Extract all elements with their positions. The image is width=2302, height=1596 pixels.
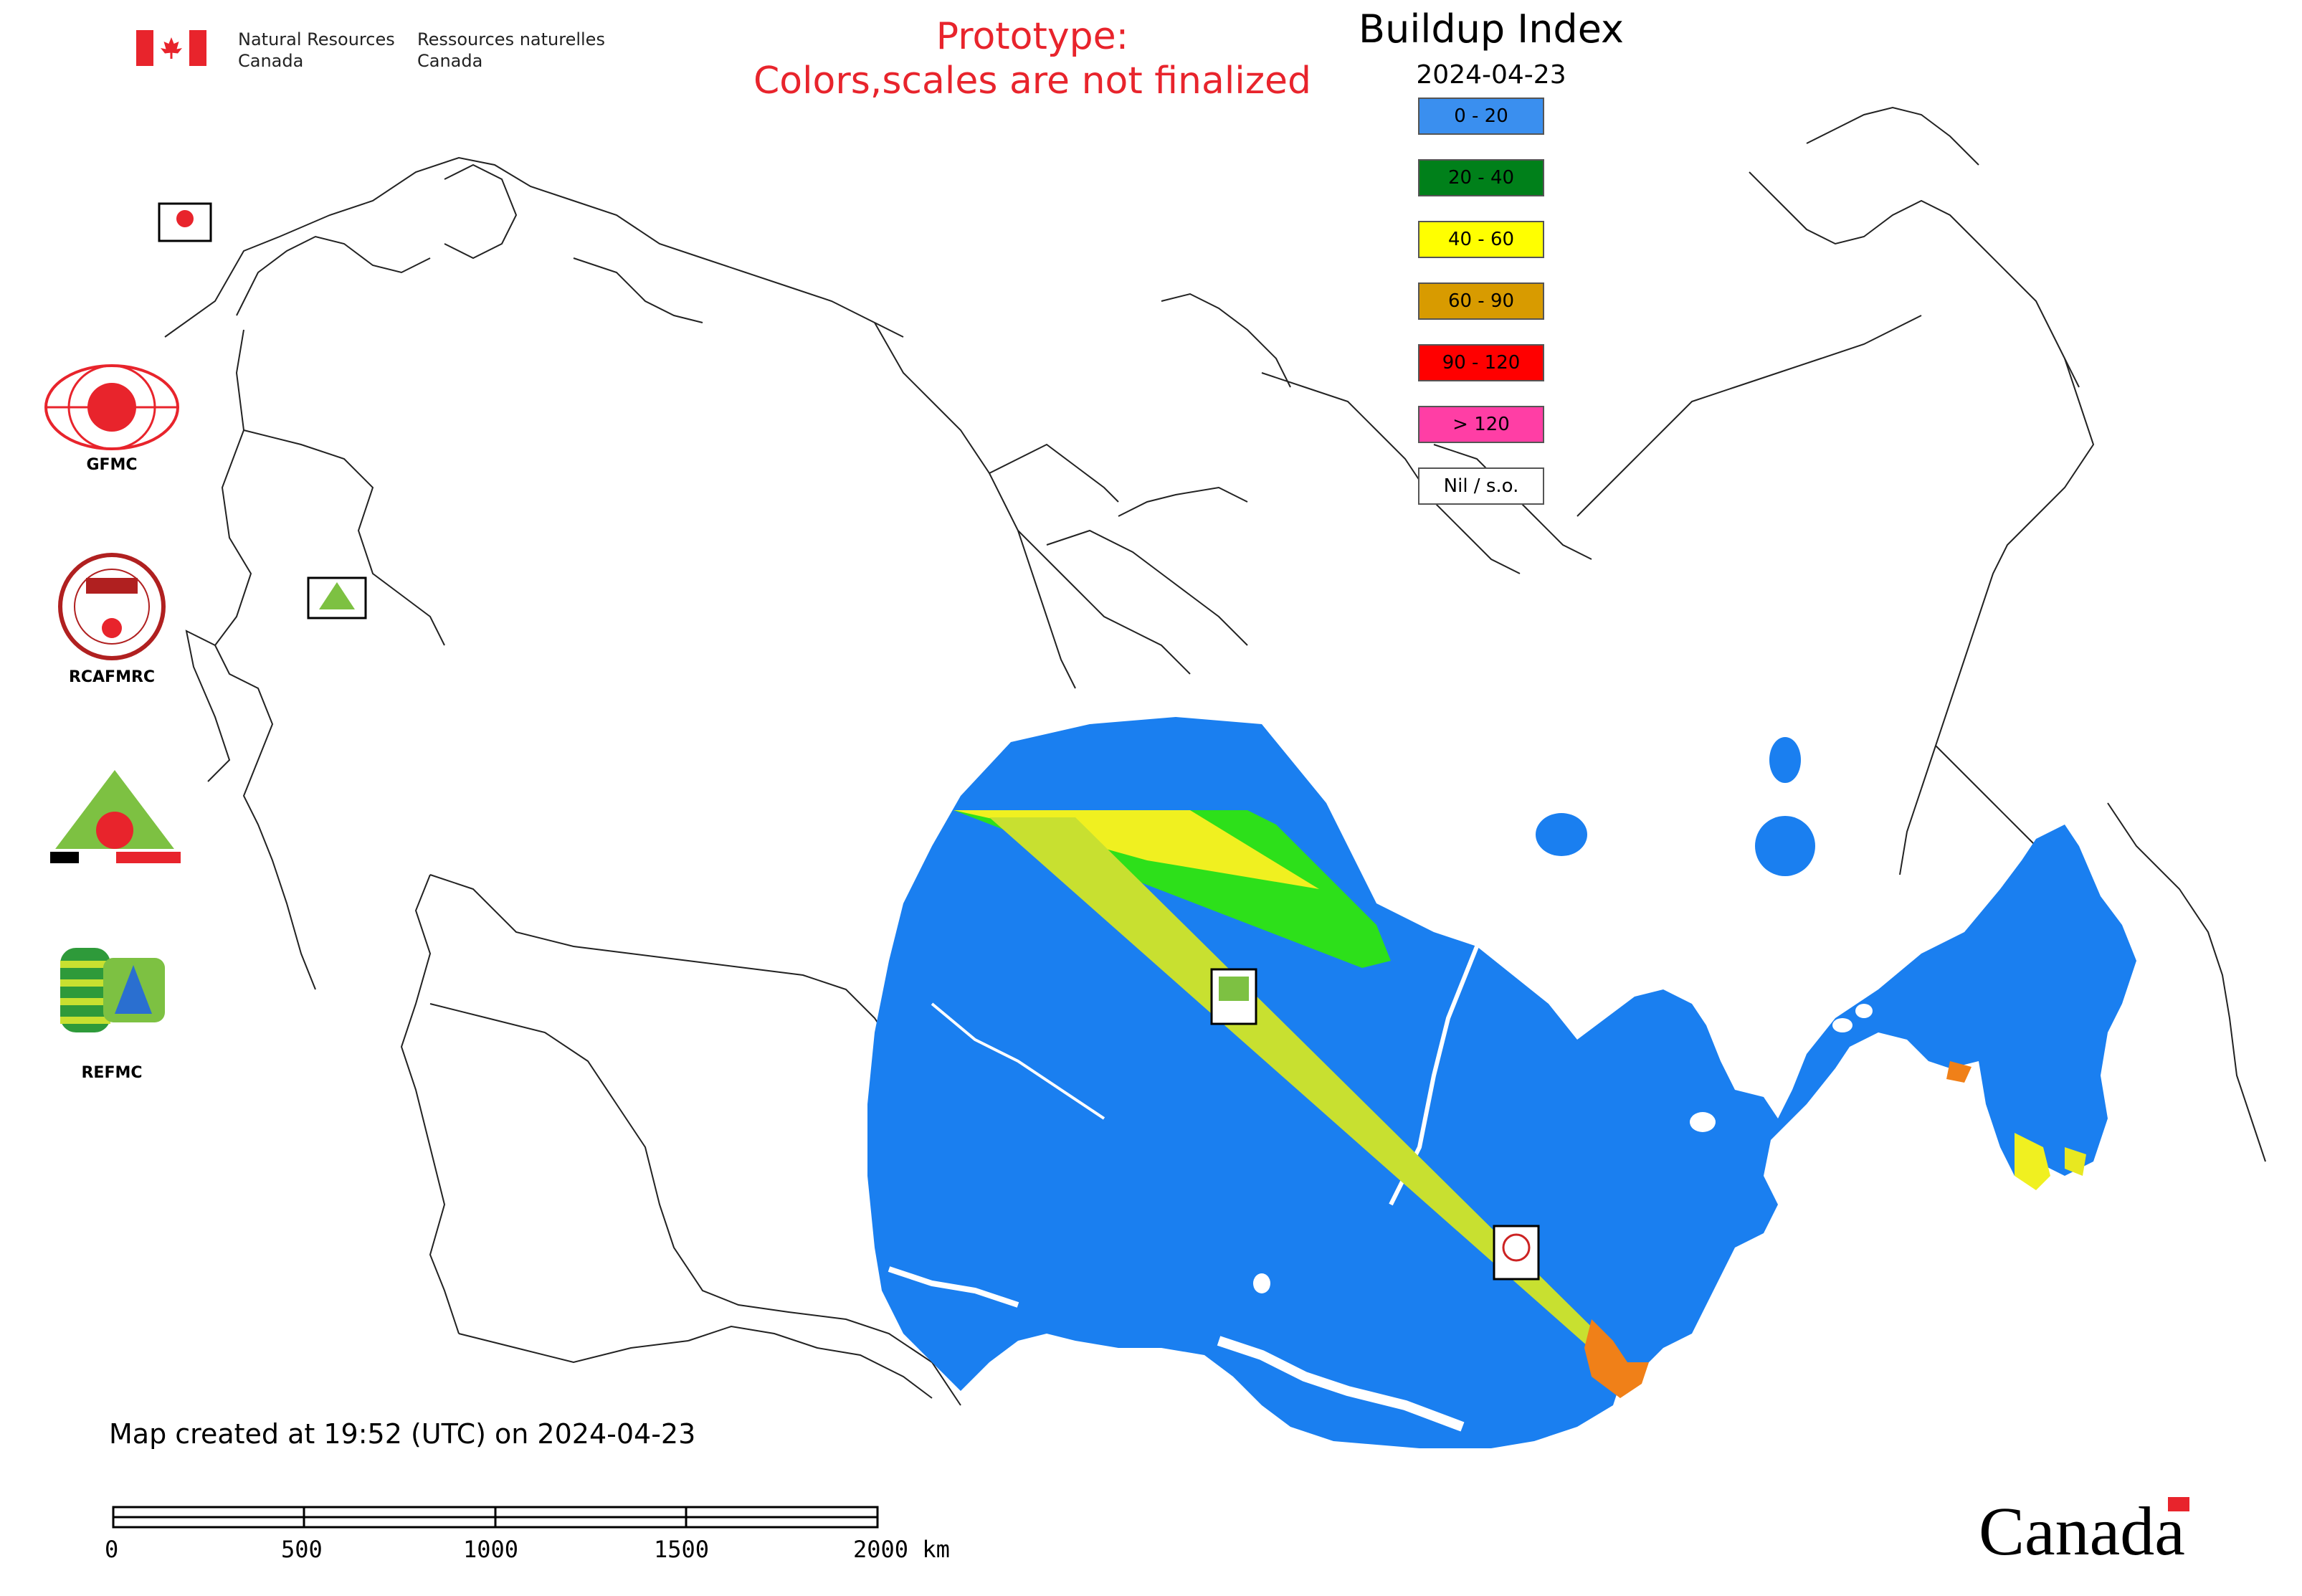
rcafmrc-logo: RCAFMRC	[40, 549, 184, 693]
legend-item: 40 - 60	[1418, 221, 1544, 258]
legend-item: > 120	[1418, 406, 1544, 443]
legend-item-label: 40 - 60	[1447, 229, 1515, 250]
org-en-line2: Canada	[238, 51, 304, 71]
gfmc-logo: GFMC	[40, 361, 184, 483]
scale-tick-label: 1000	[463, 1536, 519, 1563]
legend-item-label: 0 - 20	[1454, 105, 1508, 127]
canada-wordmark-text: Canada	[1979, 1493, 2185, 1569]
refmc-label: REFMC	[81, 1064, 143, 1082]
legend-item: 0 - 20	[1418, 98, 1544, 135]
prototype-notice-line2: Colors,scales are not finalized	[753, 60, 1312, 103]
scale-tick-label: 1500	[654, 1536, 710, 1563]
org-fr-line1: Ressources naturelles	[417, 29, 605, 49]
canada-wordmark: Canada	[1979, 1491, 2189, 1571]
scale-tick-label: 2000 km	[853, 1536, 950, 1563]
gfmc-emblem-icon	[44, 364, 179, 450]
canada-flag-icon	[136, 30, 206, 66]
legend-item: 20 - 40	[1418, 159, 1544, 196]
legend-item-label: 90 - 120	[1442, 352, 1521, 374]
org-en-line1: Natural Resources	[238, 29, 395, 49]
gfmc-label: GFMC	[86, 456, 138, 474]
refmc-logo: REFMC	[40, 939, 184, 1090]
legend-item: 90 - 120	[1418, 344, 1544, 381]
org-name-en: Natural Resources Canada	[238, 29, 395, 72]
prototype-notice: Prototype: Colors,scales are not finaliz…	[574, 14, 1491, 103]
scale-tick-label: 500	[281, 1536, 323, 1563]
legend-item-label: 60 - 90	[1447, 290, 1515, 312]
map-created-timestamp: Map created at 19:52 (UTC) on 2024-04-23	[109, 1418, 696, 1450]
reefmc-emblem-icon	[40, 770, 189, 866]
legend-title: Buildup Index	[1359, 6, 1624, 52]
legend-item: Nil / s.o.	[1418, 467, 1544, 505]
reefmc-logo	[36, 764, 194, 872]
country-borders	[164, 106, 2266, 1406]
legend-item-label: 20 - 40	[1447, 167, 1515, 189]
bui-coverage	[867, 717, 2136, 1448]
wordmark-flag-icon	[2167, 1497, 2189, 1511]
scale-tick-label: 0	[105, 1536, 119, 1563]
maple-leaf-icon	[161, 37, 182, 59]
legend-date: 2024-04-23	[1416, 60, 1566, 90]
org-fr-line2: Canada	[417, 51, 483, 71]
rcafmrc-label: RCAFMRC	[68, 668, 156, 686]
legend-item: 60 - 90	[1418, 282, 1544, 320]
map-markers	[158, 202, 1540, 1281]
rcafmrc-emblem-icon	[58, 553, 166, 660]
legend-item-label: Nil / s.o.	[1443, 475, 1519, 497]
government-signature: Natural Resources Canada Ressources natu…	[136, 26, 624, 76]
scale-bar: 0 500 1000 1500 2000 km	[105, 1498, 968, 1577]
scale-bar-graphic	[112, 1506, 879, 1529]
legend-item-label: > 120	[1452, 414, 1510, 435]
prototype-notice-line1: Prototype:	[936, 15, 1129, 58]
org-name-fr: Ressources naturelles Canada	[417, 29, 605, 72]
refmc-emblem-icon	[60, 948, 165, 1032]
